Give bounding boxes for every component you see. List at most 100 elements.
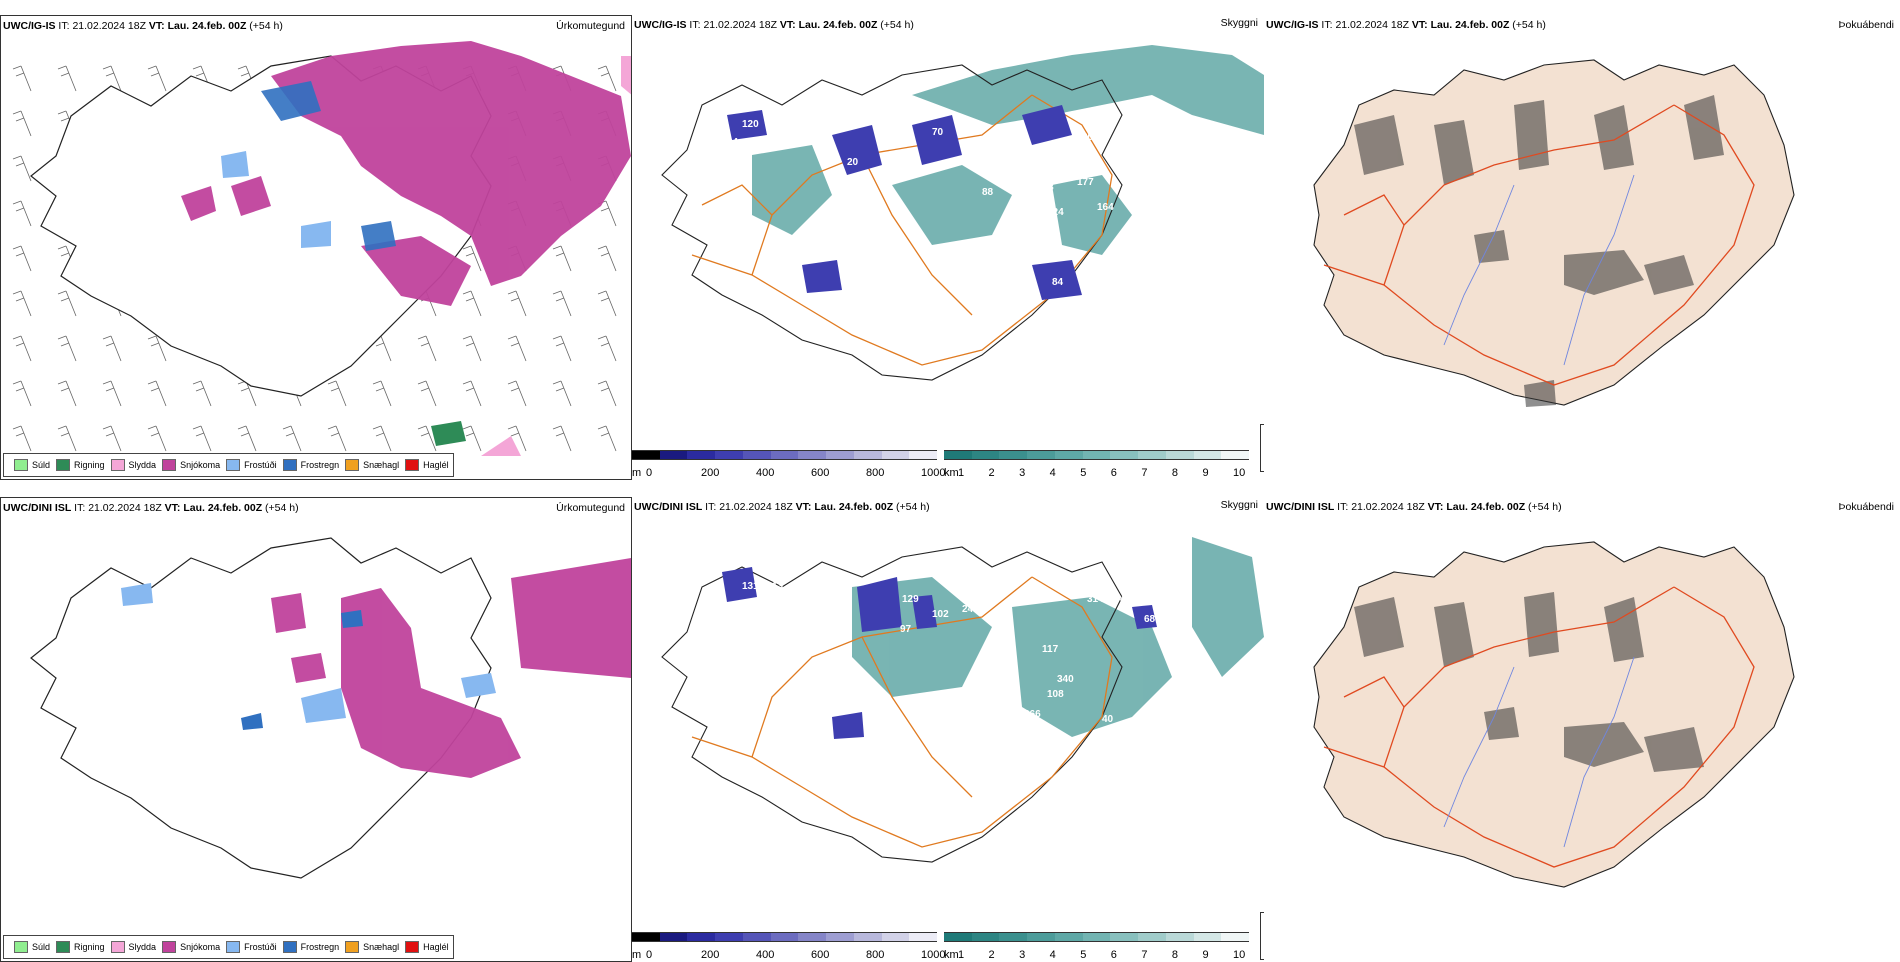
- colorbar-segment: [715, 932, 743, 942]
- colorbar-segment: [881, 450, 910, 460]
- cloudbase-label: 195: [1172, 182, 1189, 193]
- run-header: UWC/IG-IS IT: 21.02.2024 18Z VT: Lau. 24…: [1266, 19, 1546, 31]
- cloudbase-label: 266: [1024, 709, 1041, 720]
- colorbar-tick-label: 7: [1141, 949, 1148, 961]
- colorbar-row-top: m 0 200 400 600 800 1000 km 1 2 3 4 5 6 7 8 9 10: [632, 450, 1264, 480]
- cloudbase-label: 104: [972, 669, 989, 680]
- cloudbase-label: 22: [997, 267, 1009, 278]
- colorbar-tick-label: 400: [756, 949, 775, 961]
- colorbar-tick-label: 1: [958, 467, 965, 479]
- cloudbase-label: 264: [1122, 122, 1139, 133]
- panel-title: Þokuábendi: [1838, 19, 1894, 31]
- precip-map: [12, 41, 631, 456]
- colorbar-segment: [1110, 450, 1139, 460]
- colorbar-segment: [687, 932, 716, 942]
- colorbar-tick-label: 6: [1110, 467, 1117, 479]
- cloudbase-label: 162: [797, 237, 814, 248]
- cloudbase-label: 340: [1057, 674, 1074, 685]
- cloudbase-colorbar: m 0 200 400 600 800 1000: [632, 450, 945, 480]
- colorbar-tick-label: 0: [646, 467, 653, 479]
- cloudbase-label: 70: [932, 127, 944, 138]
- cloudbase-label: 314: [1087, 594, 1104, 605]
- fog-panel-top: UWC/IG-IS IT: 21.02.2024 18Z VT: Lau. 24…: [1264, 15, 1900, 480]
- colorbar-tick-label: 4: [1049, 467, 1056, 479]
- cloudbase-label: 92: [717, 247, 729, 258]
- legend-swatch: [226, 941, 241, 953]
- cloudbase-label: 84: [1052, 277, 1064, 288]
- colorbar-segment: [1138, 450, 1166, 460]
- cloudbase-label: 141: [1052, 734, 1069, 745]
- colorbar-tick-label: 800: [866, 949, 885, 961]
- colorbar-tick-label: 1000: [921, 467, 946, 479]
- colorbar-segment: [944, 932, 972, 942]
- cloudbase-label: 166: [1012, 282, 1029, 293]
- colorbar-tick-label: 2: [988, 467, 995, 479]
- colorbar-segment: [1193, 450, 1222, 460]
- colorbar-tick-label: 600: [811, 949, 830, 961]
- cloudbase-label: 164: [1097, 202, 1114, 213]
- cloudbase-labels: 131 13 106 129 102 97 240 314 484 68 139…: [737, 581, 1187, 750]
- rain-areas: [431, 421, 466, 446]
- legend-swatch: [110, 459, 125, 471]
- colorbar-segment: [770, 932, 799, 942]
- run-header: UWC/DINI ISL IT: 21.02.2024 18Z VT: Lau.…: [3, 502, 299, 514]
- cloudbase-label: 106: [737, 634, 754, 645]
- colorbar-segment: [1054, 450, 1083, 460]
- colorbar-segment: [687, 450, 716, 460]
- colorbar-tick-label: 200: [701, 467, 720, 479]
- colorbar-segment: [715, 450, 743, 460]
- cloudbase-label: 124: [1047, 207, 1064, 218]
- colorbar-segment: [971, 932, 1000, 942]
- legend-swatch: [56, 459, 71, 471]
- colorbar-tick-label: 1: [958, 949, 965, 961]
- legend-swatch: [345, 459, 360, 471]
- panel-title: Úrkomutegund: [556, 20, 625, 32]
- colorbar-unit: km: [944, 467, 959, 479]
- colorbar-row-bottom: m 0 200 400 600 800 1000 km 1 2 3 4 5 6 7 8 9 10: [632, 932, 1264, 962]
- cloudbase-label: 86: [882, 714, 894, 725]
- cloudbase-label: 159: [1012, 737, 1029, 748]
- cloudbase-label: 94: [727, 137, 739, 148]
- cloudbase-label: 160: [1177, 202, 1194, 213]
- cloudbase-label: 31: [1169, 661, 1181, 672]
- visibility-colorbar: km 1 2 3 4 5 6 7 8 9 10: [944, 932, 1249, 962]
- colorbar-unit: m: [632, 467, 642, 479]
- colorbar-segment: [798, 932, 827, 942]
- fog-map: [1313, 541, 1795, 888]
- legend-swatch: [14, 459, 28, 471]
- cloudbase-label: 102: [932, 609, 949, 620]
- fog-cells: [1354, 592, 1704, 772]
- legend-swatch: [226, 459, 241, 471]
- cloudbase-label: 160: [787, 285, 804, 296]
- colorbar-tick-label: 2: [988, 949, 995, 961]
- cloudbase-panel-top: UWC/IG-IS IT: 21.02.2024 18Z VT: Lau. 24…: [632, 15, 1264, 480]
- panel-title: Skyggni: [1220, 17, 1258, 29]
- colorbar-segment: [826, 450, 854, 460]
- colorbar-segment: [770, 450, 799, 460]
- colorbar-tick-label: 10: [1233, 949, 1246, 961]
- colorbar-segment: [999, 450, 1028, 460]
- colorbar-segment: [909, 932, 937, 942]
- colorbar-segment: [1165, 450, 1194, 460]
- colorbar-segment: [1221, 932, 1249, 942]
- cloudbase-label: 117: [1042, 644, 1059, 655]
- colorbar-unit: m: [632, 949, 642, 961]
- legend-swatch: [282, 459, 297, 471]
- cloudbase-label: 120: [742, 119, 759, 130]
- cloudbase-label: 88: [982, 187, 994, 198]
- cloudbase-label: 107: [1152, 142, 1169, 153]
- colorbar-segment: [1138, 932, 1166, 942]
- snow-areas: [271, 558, 631, 778]
- colorbar-segment: [632, 932, 660, 942]
- roads: [691, 576, 1113, 848]
- colorbar-tick-label: 5: [1080, 467, 1087, 479]
- colorbar-tick-label: 7: [1141, 467, 1148, 479]
- rivers: [1443, 656, 1635, 848]
- colorbar-segment: [659, 450, 688, 460]
- colorbar-tick-label: 8: [1171, 467, 1178, 479]
- cloudbase-label: 113: [1142, 162, 1159, 173]
- cloudbase-label: 40: [1102, 714, 1114, 725]
- colorbar-tick-label: 1000: [921, 949, 946, 961]
- roads: [1323, 586, 1755, 868]
- colorbar-segment: [826, 932, 854, 942]
